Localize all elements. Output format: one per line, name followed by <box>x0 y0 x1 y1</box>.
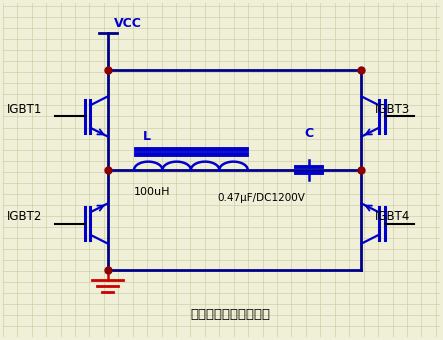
Text: IGBT4: IGBT4 <box>375 210 410 223</box>
Text: IGBT3: IGBT3 <box>375 103 410 116</box>
Text: 100uH: 100uH <box>134 187 171 197</box>
Text: IGBT2: IGBT2 <box>7 210 43 223</box>
Text: L: L <box>143 130 151 143</box>
Text: IGBT1: IGBT1 <box>7 103 43 116</box>
Text: VCC: VCC <box>114 17 142 30</box>
Text: C: C <box>304 127 314 140</box>
Text: 0.47μF/DC1200V: 0.47μF/DC1200V <box>217 193 305 203</box>
Text: 电磁炉全桥主电路结构: 电磁炉全桥主电路结构 <box>190 307 270 321</box>
